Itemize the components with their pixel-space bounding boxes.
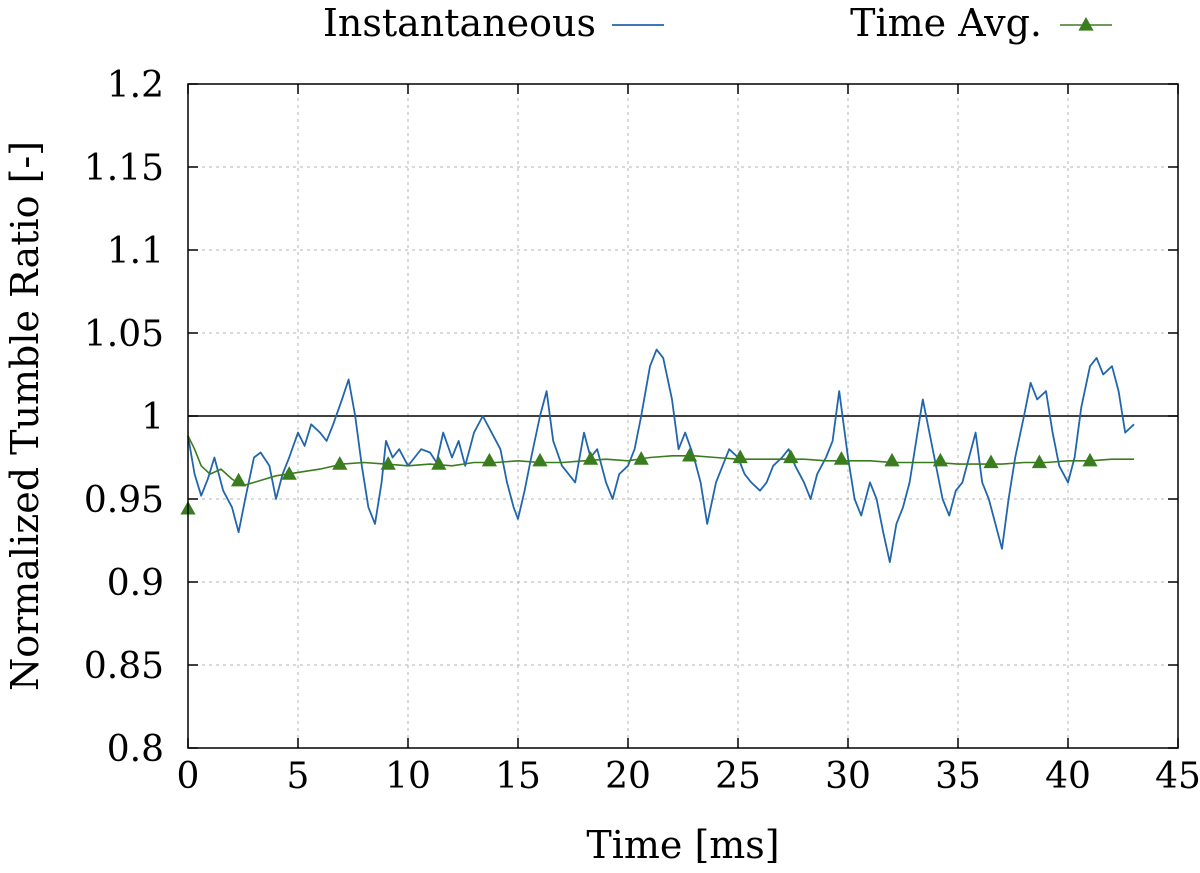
x-tick-label: 45 (1155, 756, 1200, 797)
series-marker (1031, 454, 1047, 469)
series-marker (431, 456, 447, 470)
legend: Instantaneous Time Avg. (323, 1, 1112, 45)
x-tick-label: 40 (1045, 756, 1091, 797)
plot-series (180, 348, 1135, 563)
series-marker (833, 451, 849, 465)
x-axis-title: Time [ms] (586, 823, 779, 867)
series-line-1 (187, 348, 1135, 563)
series-marker (481, 452, 497, 467)
x-tick-label: 30 (825, 756, 871, 797)
series-marker (783, 449, 799, 464)
legend-label-2: Time Avg. (850, 1, 1042, 45)
series-marker (732, 449, 748, 464)
y-tick-label: 0.95 (84, 480, 164, 521)
legend-label-1: Instantaneous (323, 1, 596, 45)
grid (188, 84, 1178, 748)
y-tick-label: 0.9 (107, 563, 164, 604)
x-tick-label: 35 (935, 756, 981, 797)
x-tick-label: 25 (715, 756, 761, 797)
series-marker (281, 466, 297, 480)
y-tick-label: 1.1 (107, 231, 164, 272)
x-tick-label: 20 (605, 756, 651, 797)
series-marker (682, 447, 698, 462)
y-tick-label: 1.15 (84, 148, 164, 189)
series-marker (532, 452, 548, 467)
series-marker (332, 456, 348, 470)
y-tick-label: 0.85 (84, 646, 164, 687)
series-marker (1082, 452, 1098, 467)
y-tick-label: 1.2 (107, 65, 164, 106)
series-marker (884, 452, 900, 467)
series-marker (231, 472, 247, 487)
series-marker (583, 451, 599, 465)
series-marker (932, 452, 948, 467)
series-line-2 (187, 435, 1134, 487)
series-marker (983, 454, 999, 469)
tick-labels: 0 5 10 15 20 25 30 35 40 45 0.8 0.85 0.9 0.95 1 1.05 1.1… (84, 65, 1200, 797)
x-tick-label: 0 (177, 756, 200, 797)
x-tick-label: 10 (385, 756, 431, 797)
x-tick-label: 15 (495, 756, 541, 797)
legend-marker-2 (1078, 17, 1094, 31)
y-tick-label: 1.05 (84, 314, 164, 355)
x-tick-label: 5 (287, 756, 310, 797)
axis-ticks (187, 83, 1179, 749)
series-marker (633, 451, 649, 465)
series-marker (380, 456, 396, 470)
y-axis-title: Normalized Tumble Ratio [-] (3, 141, 47, 691)
y-tick-label: 0.8 (107, 729, 164, 770)
y-tick-label: 1 (141, 397, 164, 438)
